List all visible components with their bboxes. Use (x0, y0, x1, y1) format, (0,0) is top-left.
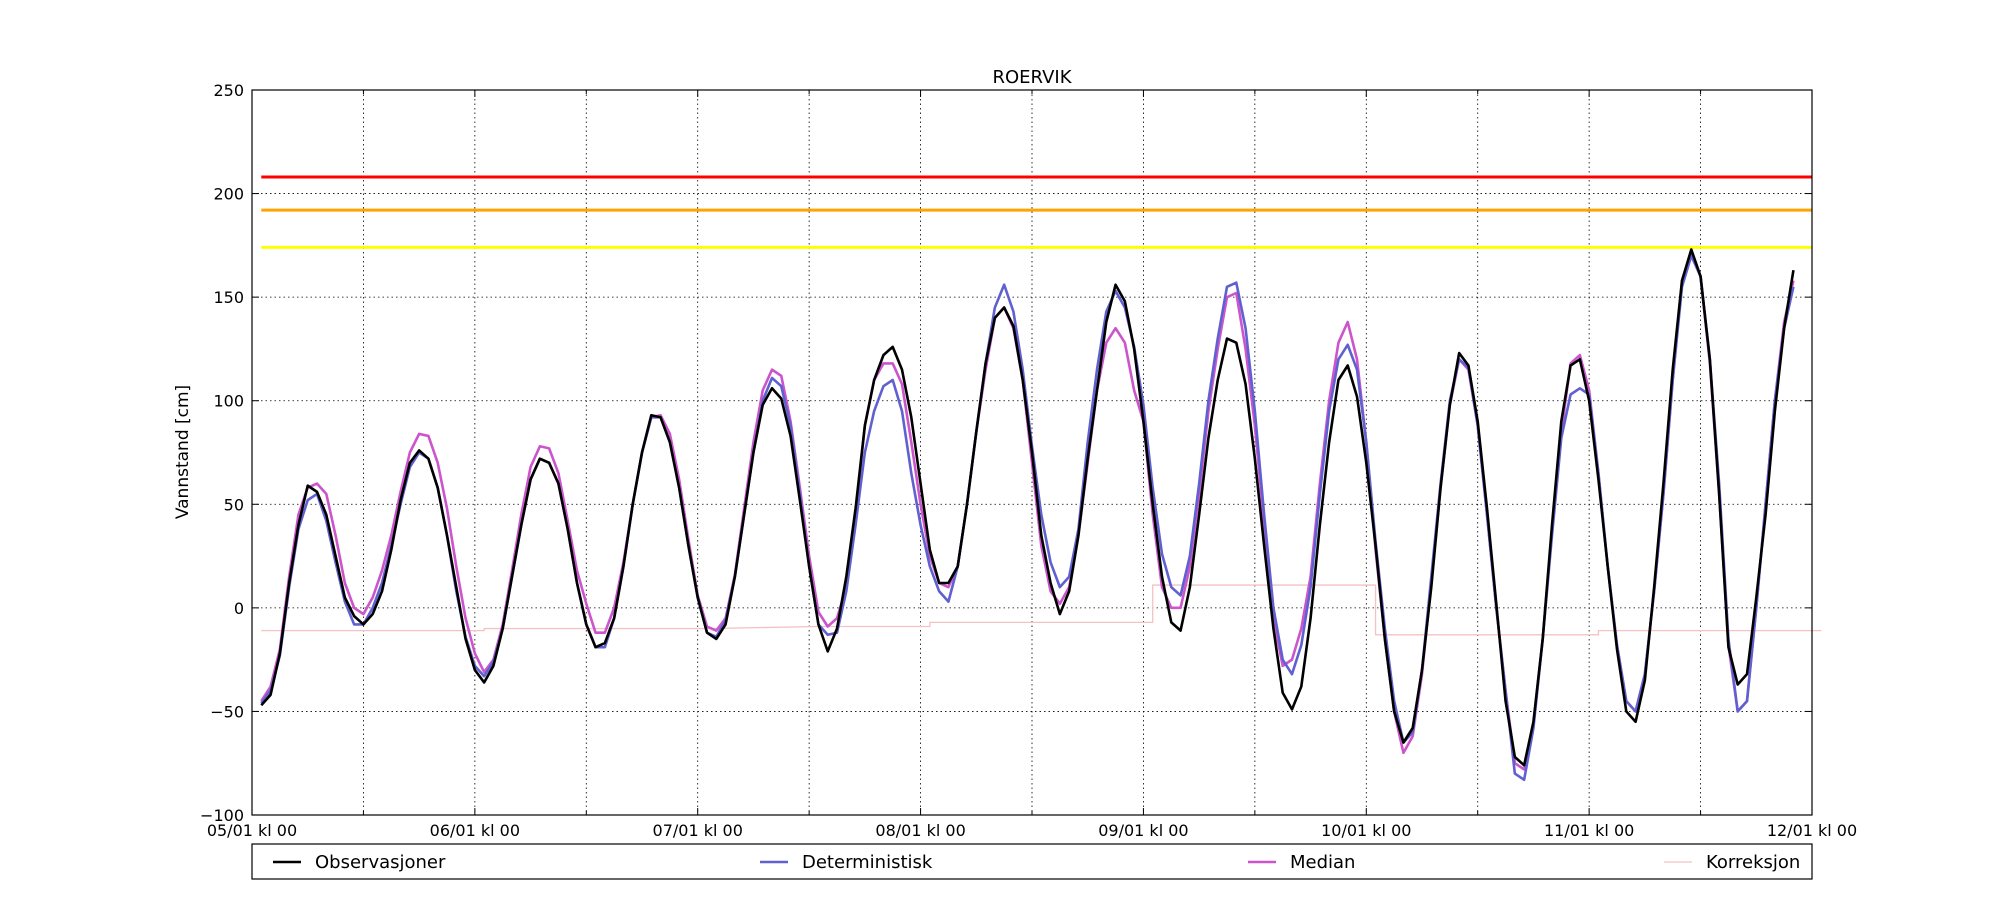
y-axis-label: Vannstand [cm] (173, 385, 193, 519)
series-line-observasjoner (260, 248, 1795, 767)
legend-box (251, 843, 1813, 880)
x-tick-label: 10/01 kl 00 (1321, 821, 1411, 840)
grid-layer (252, 90, 1812, 815)
y-tick-label: 200 (213, 185, 244, 204)
legend: Observasjoner Deterministisk Median Korreks… (273, 852, 1800, 873)
legend-label: Korreksjon (1706, 852, 1800, 873)
y-tick-label: −50 (210, 702, 244, 721)
legend-label: Median (1290, 852, 1355, 873)
chart-title: ROERVIK (993, 67, 1073, 88)
y-tick-label: 250 (213, 81, 244, 100)
y-tick-label: 0 (234, 599, 244, 618)
x-tick-label: 05/01 kl 00 (207, 821, 297, 840)
legend-label: Observasjoner (315, 852, 446, 873)
y-tick-label: 50 (224, 495, 244, 514)
legend-label: Deterministisk (802, 852, 933, 873)
series-layer (260, 248, 1822, 782)
threshold-layer (261, 175, 1812, 249)
y-tick-label: 150 (213, 288, 244, 307)
series-line-korreksjon (261, 584, 1822, 636)
y-tick-label: 100 (213, 392, 244, 411)
y-tick-label: −100 (200, 806, 244, 825)
x-tick-label: 11/01 kl 00 (1544, 821, 1634, 840)
x-tick-label: 07/01 kl 00 (653, 821, 743, 840)
x-tick-label: 12/01 kl 00 (1767, 821, 1857, 840)
x-tick-label: 06/01 kl 00 (430, 821, 520, 840)
x-tick-label: 08/01 kl 00 (875, 821, 965, 840)
x-tick-label: 09/01 kl 00 (1098, 821, 1188, 840)
tick-layer: 05/01 kl 00 06/01 kl 00 07/01 kl 00 08/01 k… (200, 81, 1857, 840)
